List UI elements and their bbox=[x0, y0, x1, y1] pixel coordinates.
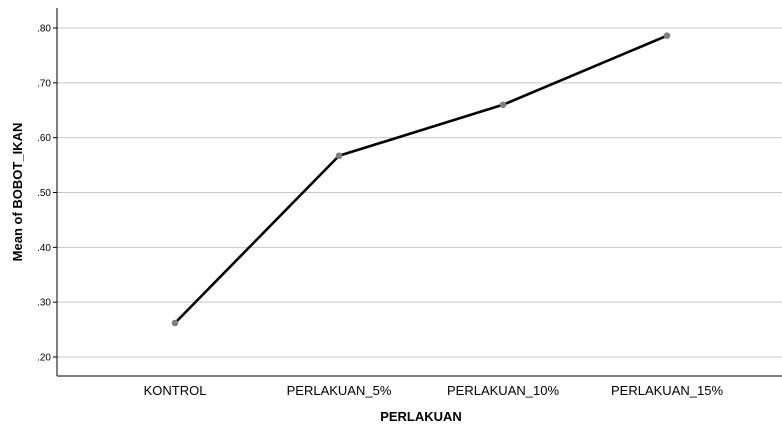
data-point-marker bbox=[499, 101, 507, 109]
y-axis-title: Mean of BOBOT_IKAN bbox=[10, 123, 25, 262]
y-tick-label: .70 bbox=[37, 78, 51, 89]
x-tick-labels: KONTROL PERLAKUAN_5% PERLAKUAN_10% PERLAKUA… bbox=[144, 383, 724, 398]
y-tick-labels: .20 .30 .40 .50 .60 .70 .80 bbox=[37, 24, 51, 364]
y-tick-label: .60 bbox=[37, 133, 51, 144]
x-tick-label: KONTROL bbox=[144, 383, 207, 398]
data-point-marker bbox=[171, 319, 179, 327]
data-point-marker bbox=[663, 32, 671, 39]
y-tick-label: .40 bbox=[37, 243, 51, 254]
x-tick-label: PERLAKUAN_10% bbox=[447, 383, 559, 398]
x-tick-label: PERLAKUAN_15% bbox=[611, 383, 723, 398]
x-axis-title: PERLAKUAN bbox=[380, 409, 462, 424]
y-tick-label: .30 bbox=[37, 298, 51, 309]
gridlines bbox=[53, 27, 782, 358]
series-line bbox=[174, 34, 668, 324]
y-tick-label: .80 bbox=[37, 24, 51, 35]
data-point-marker bbox=[335, 152, 343, 160]
x-tick-label: PERLAKUAN_5% bbox=[287, 383, 392, 398]
y-tick-label: .20 bbox=[37, 353, 51, 364]
y-tick-label: .50 bbox=[37, 188, 51, 199]
data-points bbox=[171, 32, 671, 327]
